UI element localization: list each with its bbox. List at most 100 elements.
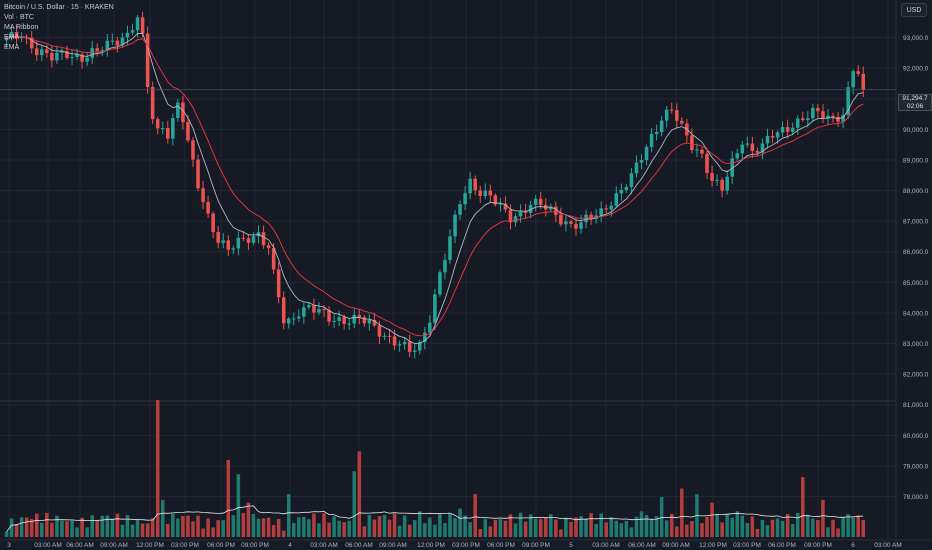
candle-body <box>322 309 326 311</box>
currency-button[interactable]: USD <box>901 3 927 17</box>
candle-body <box>675 110 679 121</box>
x-tick-label: 06:00 AM <box>66 542 93 549</box>
volume-bar <box>715 513 719 537</box>
candle-body <box>861 73 866 90</box>
candle-body <box>513 216 518 223</box>
candle-body <box>281 297 286 324</box>
volume-bar <box>24 517 29 537</box>
candle-body <box>488 190 493 196</box>
volume-bar <box>428 517 432 537</box>
symbol-title[interactable]: Bitcoin / U.S. Dollar · 15 · KRAKEN <box>4 4 114 11</box>
volume-bar <box>317 523 321 537</box>
volume-bar <box>377 515 382 537</box>
volume-bar <box>105 515 110 537</box>
volume-bar <box>125 515 130 537</box>
volume-bar <box>387 519 392 537</box>
chart-legend: Bitcoin / U.S. Dollar · 15 · KRAKEN Vol … <box>4 3 114 53</box>
volume-bar <box>40 522 44 537</box>
volume-bar <box>478 528 483 537</box>
candle-body <box>367 320 372 324</box>
y-tick-label: 90,000.0 <box>903 127 929 134</box>
candle-body <box>710 173 714 181</box>
indicator-ema-2[interactable]: EMA <box>4 44 20 51</box>
volume-bar <box>367 515 372 537</box>
candle-body <box>856 71 860 74</box>
candle-body <box>644 146 649 161</box>
candle-body <box>302 307 306 317</box>
volume-bar <box>347 520 351 537</box>
indicator-ema-1[interactable]: EMA <box>4 34 20 41</box>
candle-body <box>549 206 553 210</box>
candle-body <box>659 120 664 132</box>
candle-body <box>614 193 619 206</box>
volume-bar <box>417 511 422 537</box>
volume-bar <box>629 527 634 537</box>
volume-bar <box>276 518 281 537</box>
volume-bar <box>604 522 608 537</box>
candle-body <box>735 153 740 159</box>
candle-body <box>559 214 563 225</box>
volume-bar <box>423 523 427 537</box>
volume-bar <box>841 517 845 537</box>
ema-fast-line <box>6 32 864 345</box>
candle-body <box>105 40 110 51</box>
indicator-ma-ribbon[interactable]: MA Ribbon <box>4 24 39 31</box>
volume-bar <box>70 520 74 537</box>
candle-body <box>680 120 684 124</box>
last-price-value: 91,294.7 <box>902 95 928 102</box>
y-tick-label: 84,000.0 <box>903 310 929 317</box>
candle-body <box>65 51 69 58</box>
volume-bar <box>740 515 745 537</box>
candle-body <box>377 325 382 337</box>
candle-body <box>795 118 800 128</box>
x-tick-label: 09:00 AM <box>662 542 689 549</box>
volume-bar <box>493 519 498 537</box>
volume-bar <box>362 526 367 537</box>
volume-bar <box>176 518 180 537</box>
candle-body <box>50 52 54 61</box>
candle-body <box>503 203 508 210</box>
volume-bar <box>473 494 477 537</box>
candle-body <box>246 238 251 243</box>
candle-body <box>120 37 125 46</box>
candle-body <box>770 135 775 138</box>
volume-bar <box>518 512 523 537</box>
volume-bar <box>543 517 548 537</box>
x-tick-label: 03:00 AM <box>874 542 901 549</box>
y-tick-label: 88,000.0 <box>903 188 929 195</box>
volume-bar <box>397 525 402 537</box>
x-tick-label: 09:00 AM <box>100 542 127 549</box>
volume-bar <box>619 523 624 537</box>
volume-bar <box>9 518 14 537</box>
volume-bar <box>221 520 225 537</box>
volume-bar <box>332 516 336 537</box>
volume-bar <box>659 497 664 537</box>
volume-bar <box>216 520 220 537</box>
volume-bar <box>327 522 331 537</box>
candle-body <box>75 54 79 58</box>
volume-bar <box>685 524 689 537</box>
volume-bar <box>574 517 578 537</box>
volume-bar <box>211 527 215 537</box>
candle-body <box>669 109 674 111</box>
candle-body <box>292 318 296 320</box>
volume-bar <box>392 513 397 537</box>
candle-body <box>493 195 498 205</box>
x-tick-label: 06:00 AM <box>345 542 372 549</box>
x-tick-label: 12:00 PM <box>417 542 445 549</box>
volume-bar <box>342 522 346 537</box>
candle-body <box>690 135 694 151</box>
candle-body <box>221 240 225 243</box>
volume-bar <box>856 515 860 537</box>
candle-body <box>297 316 301 319</box>
volume-bar <box>790 523 795 537</box>
candle-body <box>266 245 271 249</box>
candle-body <box>518 210 523 217</box>
volume-bar <box>669 513 674 537</box>
indicator-volume[interactable]: Vol · BTC <box>4 14 34 21</box>
volume-bar <box>286 494 291 537</box>
candle-body <box>24 37 29 39</box>
volume-bar <box>508 514 513 537</box>
